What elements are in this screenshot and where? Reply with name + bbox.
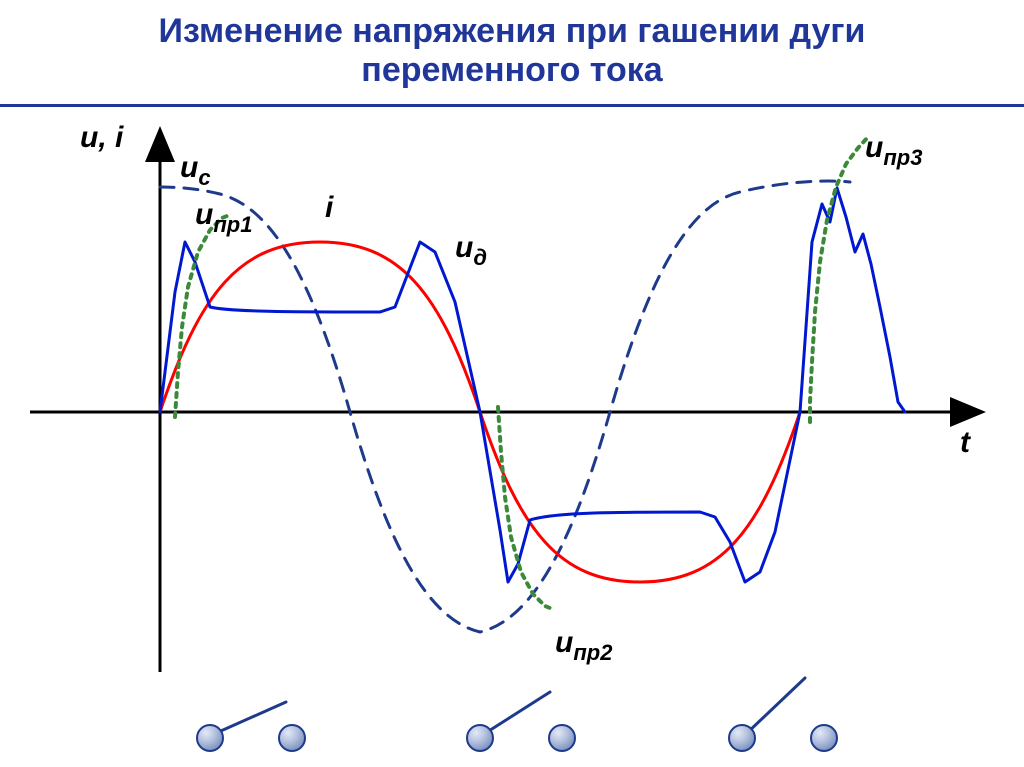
label-uc: uс: [180, 151, 211, 190]
label-upr3: uпр3: [865, 131, 922, 170]
curve-ud-blue: [160, 188, 905, 582]
switch-icon-1: [197, 702, 305, 751]
switch-icon-3: [729, 678, 837, 751]
chart: u, i t uс uпр1 i uд uпр2 uпр3: [0, 112, 1024, 767]
title-line1: Изменение напряжения при гашении дуги: [0, 12, 1024, 51]
label-i: i: [325, 191, 334, 224]
switch-icon-2: [467, 692, 575, 751]
title-block: Изменение напряжения при гашении дуги пе…: [0, 0, 1024, 98]
title-line2: переменного тока: [0, 51, 1024, 90]
x-axis-label: t: [960, 426, 972, 459]
switches-row: [197, 678, 837, 751]
curve-upr3-green: [810, 137, 868, 422]
label-ud: uд: [455, 231, 487, 270]
label-upr2: uпр2: [555, 626, 613, 665]
title-underline: [0, 104, 1024, 107]
chart-svg: u, i t uс uпр1 i uд uпр2 uпр3: [0, 112, 1024, 767]
y-axis-label: u, i: [80, 121, 124, 154]
